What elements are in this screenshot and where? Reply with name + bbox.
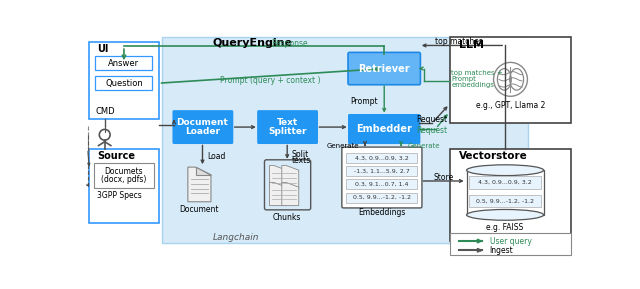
Text: 0.3, 9.1...0.7, 1.4: 0.3, 9.1...0.7, 1.4 [355,182,409,187]
Bar [346,166,417,176]
Text: texts: texts [292,156,311,165]
Text: e.g., GPT, Llama 2: e.g., GPT, Llama 2 [476,101,545,110]
Text: Question: Question [105,79,143,88]
Text: User query: User query [490,236,532,246]
Bar [450,233,570,255]
FancyBboxPatch shape [172,110,234,144]
Text: 4.3, 0.9...0.9, 3.2: 4.3, 0.9...0.9, 3.2 [355,156,409,161]
Text: CMD: CMD [95,107,115,116]
Text: Vectorstore: Vectorstore [459,151,527,161]
Text: Langchain: Langchain [212,233,259,242]
Text: Prompt: Prompt [451,76,476,82]
Bar [450,149,570,241]
Text: Retriever: Retriever [358,64,410,74]
FancyBboxPatch shape [348,52,420,85]
FancyBboxPatch shape [348,114,420,144]
FancyBboxPatch shape [257,110,318,144]
Text: Loader: Loader [185,127,220,136]
Polygon shape [269,166,287,189]
Text: Generate: Generate [407,142,440,149]
Polygon shape [196,167,211,175]
Bar [90,42,159,119]
Polygon shape [282,166,299,189]
Bar [346,153,417,163]
FancyBboxPatch shape [342,147,422,208]
Text: Store: Store [433,173,454,181]
Bar [469,176,541,189]
Polygon shape [269,183,287,205]
Text: -1.3, 1.1...5.9, 2.7: -1.3, 1.1...5.9, 2.7 [354,169,410,174]
Text: Generate: Generate [326,142,359,149]
Text: Split: Split [292,149,309,159]
Bar [95,56,152,70]
Text: Text: Text [276,118,298,127]
Polygon shape [282,183,299,205]
Bar [450,37,570,123]
Text: Request: Request [417,126,447,136]
Ellipse shape [467,165,543,176]
Text: LLM: LLM [459,40,484,51]
Text: Splitter: Splitter [268,127,307,136]
Bar [467,170,543,215]
Bar [90,149,159,223]
Bar [346,179,417,190]
Bar [94,163,154,188]
Text: 0.5, 9.9...-1.2, -1.2: 0.5, 9.9...-1.2, -1.2 [476,199,534,203]
Text: e.g. FAISS: e.g. FAISS [486,223,524,232]
Text: Prompt: Prompt [351,97,378,106]
Text: QueryEngine: QueryEngine [212,38,292,48]
Text: Prompt (query + context ): Prompt (query + context ) [220,76,321,85]
Ellipse shape [467,210,543,220]
Bar [469,195,541,207]
Text: Answer: Answer [108,59,140,68]
Text: Embeddings: Embeddings [358,208,406,217]
Text: 0.5, 9.9...-1.2, -1.2: 0.5, 9.9...-1.2, -1.2 [353,195,411,200]
Text: embeddings: embeddings [451,82,494,88]
Text: Documets: Documets [104,167,143,176]
Text: Embedder: Embedder [356,124,412,134]
Text: top matches: top matches [435,37,483,46]
Text: Load: Load [207,152,225,161]
Text: UI: UI [97,44,108,53]
Text: Document: Document [180,205,219,214]
Text: 4.3, 0.9...0.9, 3.2: 4.3, 0.9...0.9, 3.2 [478,180,532,185]
Polygon shape [188,167,211,202]
Text: Ingest: Ingest [490,246,513,255]
Bar [163,37,528,242]
Text: Response: Response [271,39,308,48]
Text: top matches +: top matches + [451,70,503,76]
Text: Chunks: Chunks [273,214,301,223]
Text: (docx, pdfs): (docx, pdfs) [101,175,147,184]
Bar [95,76,152,90]
Text: Source: Source [97,151,135,161]
Text: Request: Request [417,115,447,124]
Text: 3GPP Specs: 3GPP Specs [97,191,141,200]
Bar [346,192,417,203]
Text: Document: Document [177,118,228,127]
